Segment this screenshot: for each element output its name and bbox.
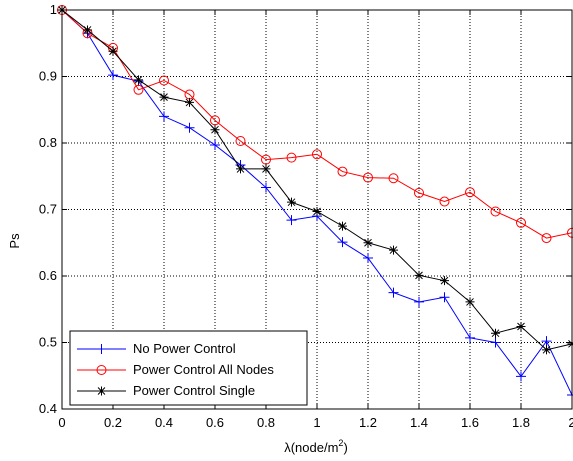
x-axis-label-superscript: 2 (338, 438, 343, 448)
data-point-no-power-control (159, 111, 169, 122)
y-tick-label: 0.9 (39, 69, 57, 84)
data-point-no-power-control (210, 139, 220, 150)
data-point-no-power-control (363, 253, 373, 264)
data-point-no-power-control (337, 237, 348, 248)
y-tick-label: 0.5 (39, 335, 57, 350)
data-point-power-control-all-nodes (490, 206, 501, 217)
x-axis-label-main: λ(node/m (284, 440, 338, 455)
series-line-power-control-all-nodes (61, 9, 573, 239)
data-point-power-control-single (491, 328, 500, 338)
data-point-power-control-single (516, 322, 526, 332)
legend-marker-power-control-single (97, 386, 106, 396)
y-axis-label: Ps (7, 233, 22, 249)
legend-item-power-control-single: Power Control Single (77, 383, 255, 398)
series-layer (57, 5, 573, 401)
data-point-power-control-single (363, 238, 373, 248)
data-point-no-power-control (108, 70, 118, 81)
data-point-power-control-all-nodes (465, 187, 475, 198)
legend-box (69, 330, 308, 406)
legend: No Power Control Power Control All Nodes… (69, 330, 308, 406)
data-point-power-control-all-nodes (286, 152, 297, 163)
data-point-power-control-single (338, 221, 347, 231)
x-tick-label: 1.6 (461, 415, 479, 430)
data-point-no-power-control (516, 371, 526, 382)
legend-label-power-control-all-nodes: Power Control All Nodes (133, 362, 274, 377)
x-tick-label: 0.2 (104, 415, 122, 430)
data-point-power-control-single (210, 125, 220, 135)
data-point-power-control-single (261, 164, 271, 174)
data-point-no-power-control (465, 332, 475, 343)
data-point-no-power-control (261, 182, 271, 193)
data-point-power-control-single (312, 206, 322, 216)
data-point-no-power-control (388, 287, 399, 298)
data-point-no-power-control (541, 336, 552, 347)
legend-label-no-power-control: No Power Control (133, 341, 236, 356)
data-point-power-control-single (185, 97, 194, 107)
data-point-power-control-all-nodes (235, 136, 246, 147)
y-tick-label: 0.6 (39, 268, 57, 283)
data-point-power-control-single (108, 46, 118, 56)
data-point-power-control-all-nodes (541, 233, 552, 244)
y-tick-label: 0.4 (39, 401, 57, 416)
data-point-power-control-all-nodes (337, 166, 348, 177)
data-point-power-control-all-nodes (516, 217, 526, 228)
legend-item-no-power-control: No Power Control (77, 341, 236, 356)
data-point-no-power-control (286, 215, 297, 226)
legend-sample-power-control-single (77, 386, 126, 396)
data-point-no-power-control (414, 296, 424, 307)
data-point-power-control-all-nodes (261, 154, 271, 165)
data-point-power-control-all-nodes (439, 196, 450, 207)
data-point-power-control-single (236, 164, 245, 174)
data-point-power-control-single (542, 345, 551, 355)
y-tick-label: 1 (50, 2, 57, 17)
data-point-power-control-single (440, 276, 449, 286)
legend-marker-no-power-control (96, 344, 107, 354)
data-point-power-control-all-nodes (133, 84, 144, 95)
data-point-no-power-control (184, 122, 195, 133)
legend-item-power-control-all-nodes: Power Control All Nodes (77, 362, 274, 377)
x-tick-label: 1.8 (512, 415, 530, 430)
data-point-power-control-all-nodes (388, 173, 399, 184)
x-axis-label: λ(node/m2) (284, 438, 348, 455)
y-tick-label: 0.7 (39, 202, 57, 217)
x-tick-label: 1.4 (410, 415, 428, 430)
data-point-no-power-control (490, 337, 501, 348)
data-point-power-control-all-nodes (312, 149, 322, 160)
y-tick-label: 0.8 (39, 135, 57, 150)
x-tick-label: 1.2 (359, 415, 377, 430)
x-tick-label: 0.6 (206, 415, 224, 430)
data-point-power-control-single (414, 270, 424, 280)
x-tick-label: 0 (58, 415, 65, 430)
tick-labels: 0 0.2 0.4 0.6 0.8 1 1.2 1.4 1.6 1.8 2 0.4 0.5 0.6 0.7 0… (39, 2, 573, 430)
legend-marker-power-control-all-nodes (96, 365, 107, 375)
data-point-power-control-single (159, 92, 169, 102)
legend-label-power-control-single: Power Control Single (133, 383, 255, 398)
legend-sample-power-control-all-nodes (77, 365, 126, 375)
x-tick-label: 0.4 (155, 415, 173, 430)
data-point-power-control-all-nodes (363, 172, 373, 183)
data-point-power-control-single (465, 297, 475, 307)
x-tick-label: 1 (313, 415, 320, 430)
x-tick-label: 2 (568, 415, 573, 430)
axis-ticks (61, 9, 573, 410)
x-tick-label: 0.8 (257, 415, 275, 430)
x-axis-label-suffix: ) (343, 440, 347, 455)
data-point-no-power-control (439, 292, 450, 303)
data-point-power-control-all-nodes (210, 115, 220, 126)
data-point-power-control-all-nodes (159, 75, 169, 86)
data-point-power-control-single (134, 75, 143, 85)
data-point-power-control-single (389, 245, 398, 255)
data-point-power-control-single (287, 197, 296, 207)
data-point-power-control-single (83, 25, 92, 35)
data-point-power-control-all-nodes (414, 187, 424, 198)
legend-sample-no-power-control (77, 344, 126, 354)
